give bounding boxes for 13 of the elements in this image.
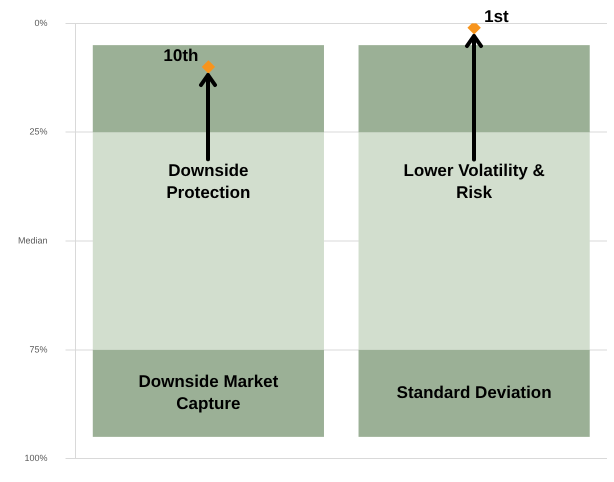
annotation: Lower Volatility & Risk — [402, 160, 546, 204]
x-tick-label: Downside Market Capture — [137, 371, 280, 416]
y-tick-label: 0% — [34, 18, 48, 28]
data-label: 1st — [484, 6, 509, 28]
y-tick-label: 75% — [30, 344, 48, 354]
y-tick-label: Median — [18, 235, 48, 246]
data-label: 10th — [163, 44, 198, 67]
y-tick-label: 100% — [24, 453, 48, 464]
x-tick-label: Standard Deviation — [396, 382, 553, 404]
y-tick-label: 25% — [30, 126, 48, 137]
bar — [92, 350, 324, 437]
bar — [358, 350, 590, 437]
annotation: Downside Protection — [165, 160, 252, 204]
